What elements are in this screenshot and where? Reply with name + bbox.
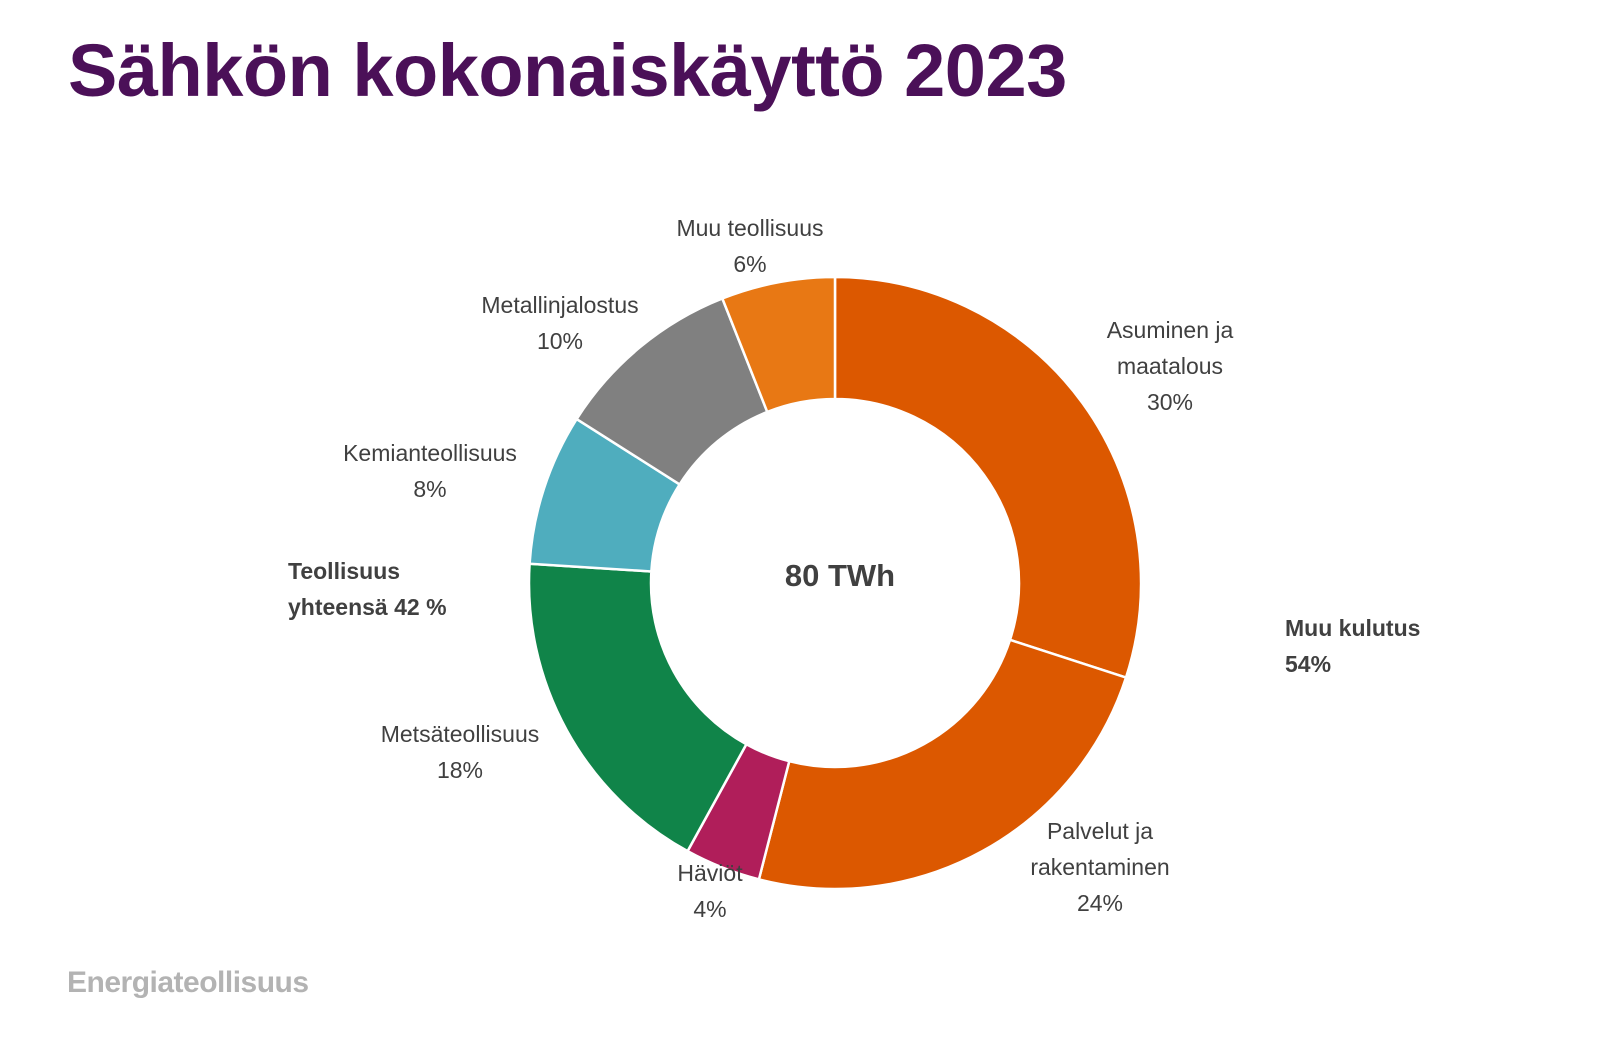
donut-slice-1 — [757, 638, 1128, 891]
slice-label-metsateollisuus: Metsäteollisuus 18% — [380, 721, 540, 783]
slice-label-haviot: Häviöt 4% — [677, 860, 743, 922]
brand-logo: Energiateollisuus — [67, 966, 309, 999]
group-label-industry-total: Teollisuus yhteensä 42 % — [288, 558, 447, 620]
slice-label-palvelut: Palvelut ja rakentaminen 24% — [1030, 818, 1170, 916]
group-label-other-consumption: Muu kulutus 54% — [1285, 615, 1421, 677]
center-total-label: 80 TWh — [784, 558, 896, 593]
slice-label-muu-teollisuus: Muu teollisuus 6% — [676, 215, 824, 277]
donut-slice-6 — [721, 275, 837, 414]
slice-label-metallinjalostus: Metallinjalostus 10% — [481, 292, 639, 354]
slice-label-kemianteollisuus: Kemianteollisuus 8% — [343, 440, 517, 502]
slice-label-asuminen: Asuminen ja maatalous 30% — [1106, 317, 1234, 415]
donut-slice-3 — [527, 562, 748, 853]
chart-title: Sähkön kokonaiskäyttö 2023 — [68, 29, 1067, 112]
donut-slice-0 — [833, 275, 1143, 679]
